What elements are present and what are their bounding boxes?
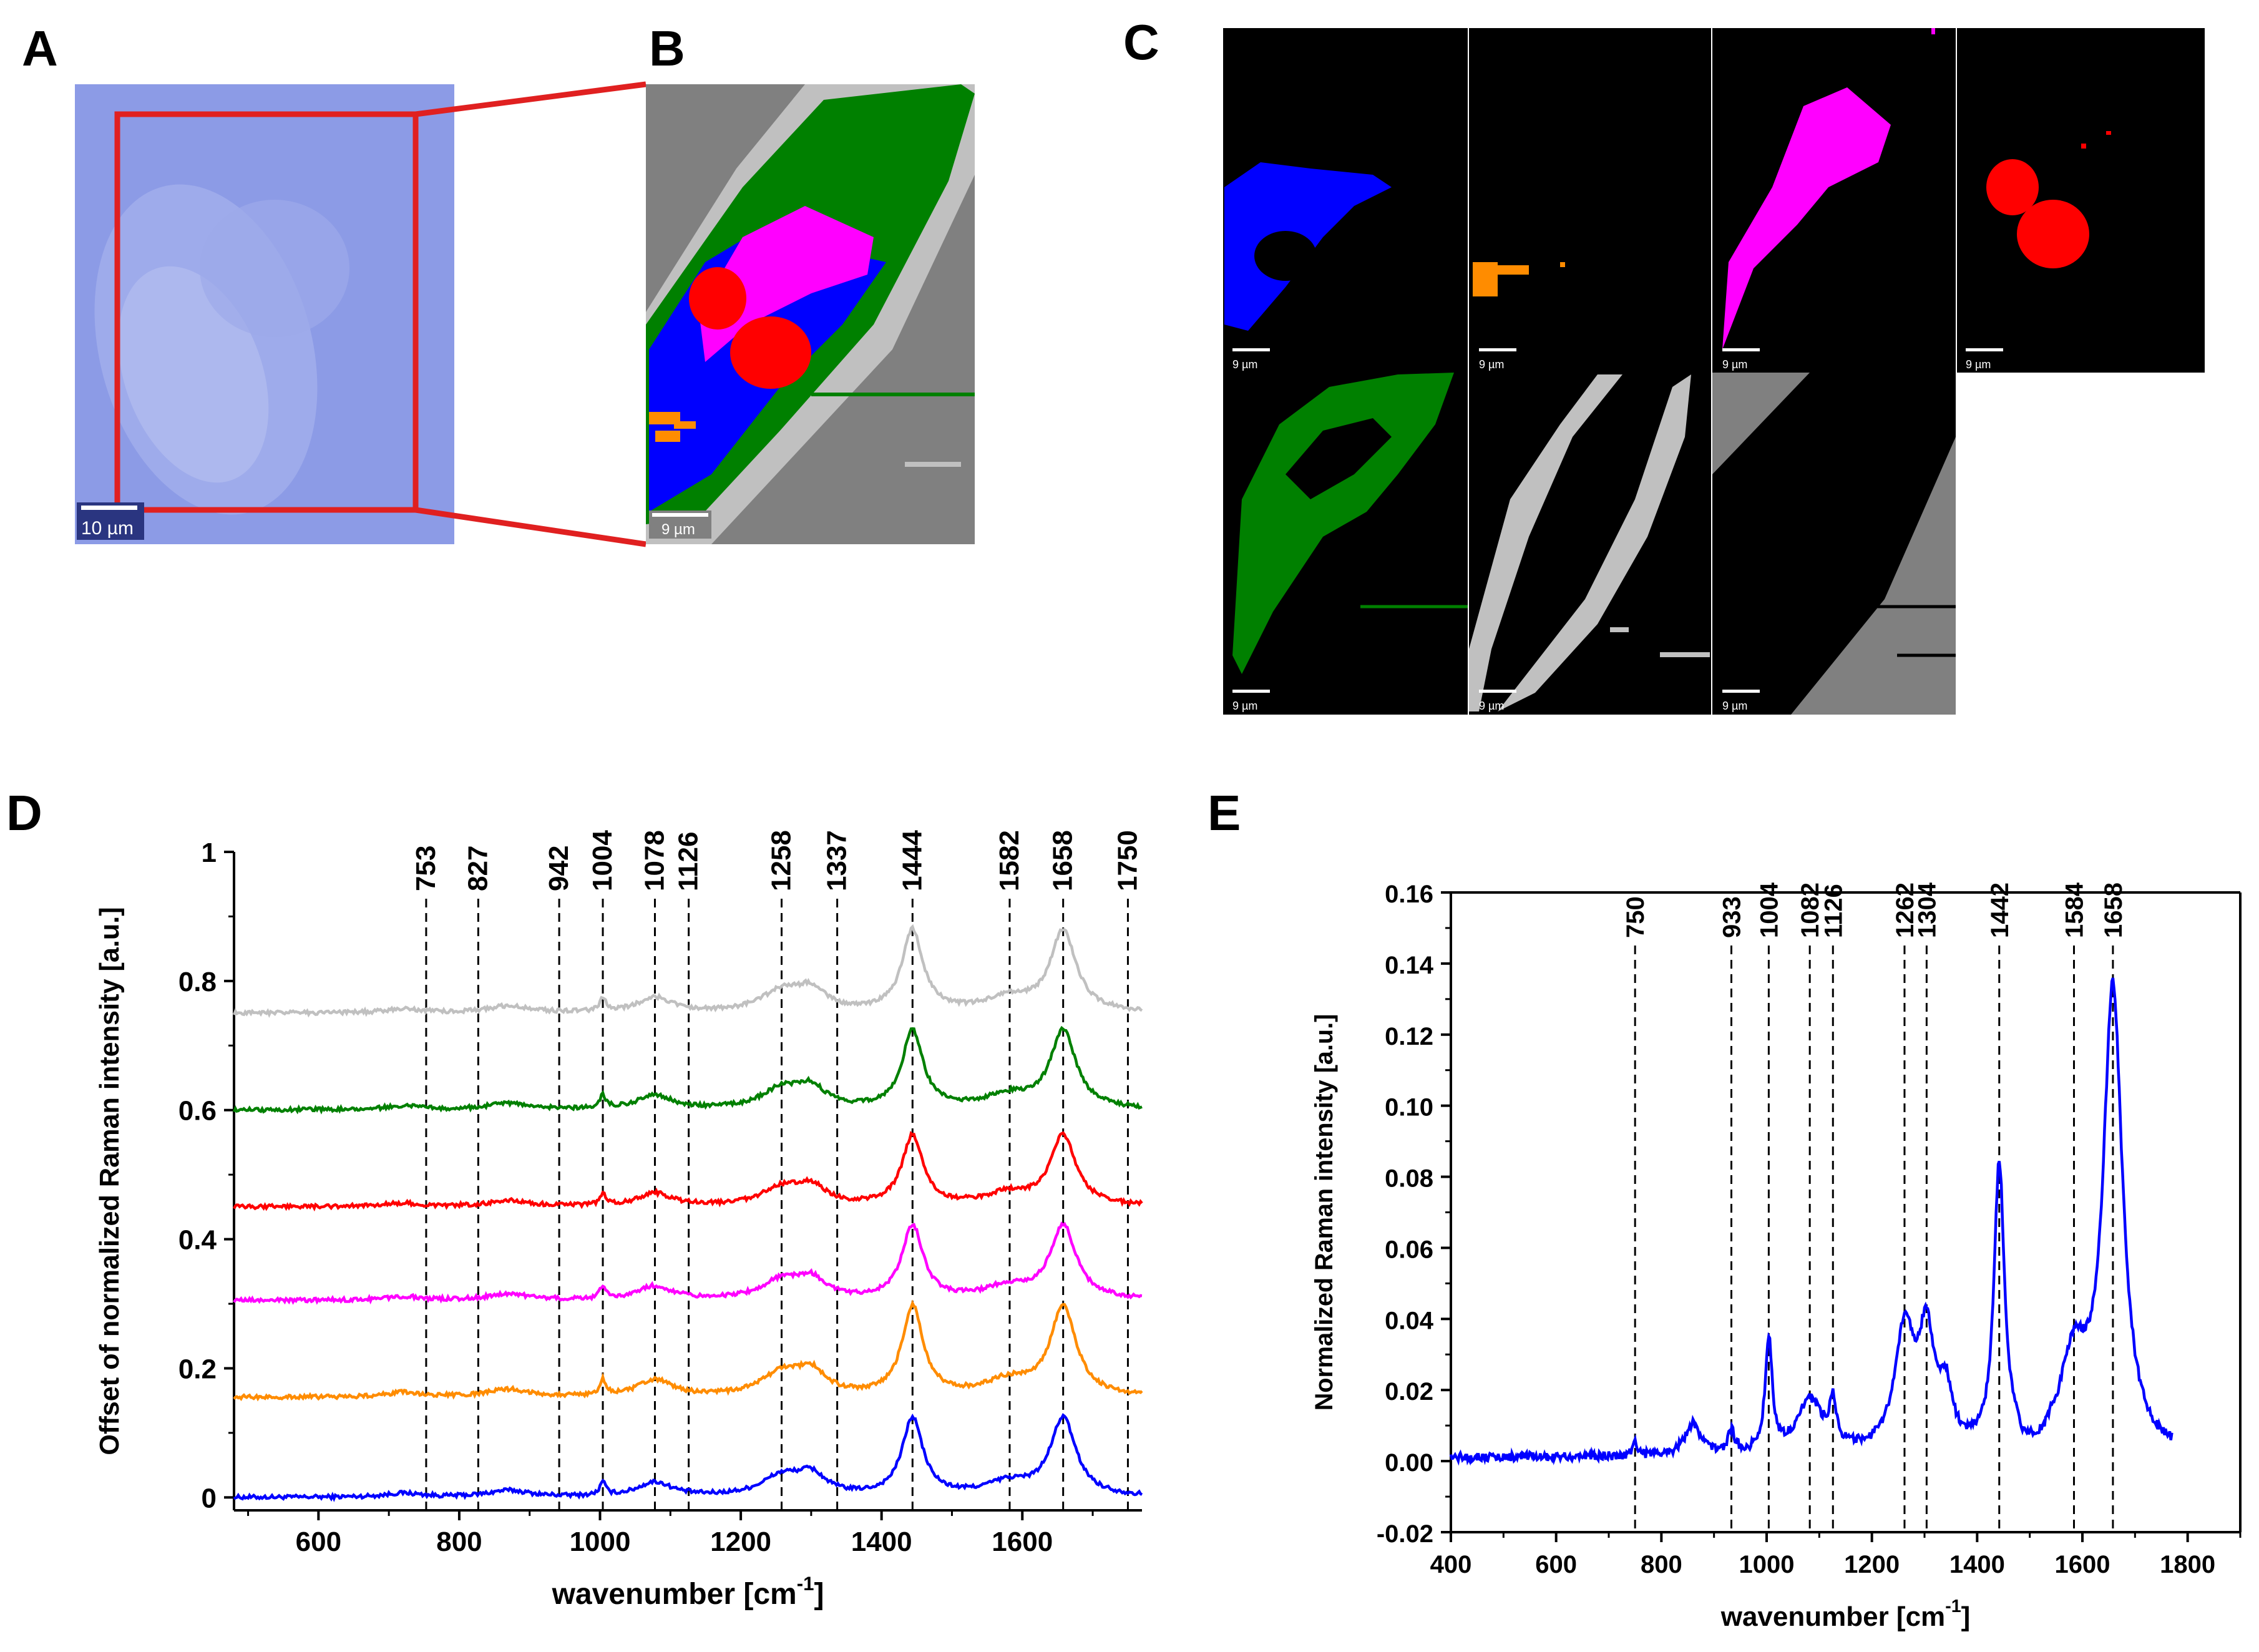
peak-label-1082: 1082 <box>1797 882 1824 938</box>
peak-label-1750: 1750 <box>1112 830 1143 891</box>
cluster-map-blue: 9 µm <box>1223 28 1468 373</box>
y-tick-label: 0.00 <box>1385 1449 1433 1477</box>
y-axis-title: Offset of normalized Raman intensity [a.… <box>95 907 125 1455</box>
x-axis-title: wavenumber [cm-1] <box>1720 1596 1971 1632</box>
chart-e: 400 600 800 1000 1200 1400 1600 1800 -0.02 0.00 0.… <box>1310 881 2242 1632</box>
peak-label-1337: 1337 <box>822 830 852 891</box>
y-tick-label: 0.04 <box>1385 1307 1434 1334</box>
cluster-map-orange: 9 µm <box>1469 28 1711 373</box>
peak-label-1658: 1658 <box>2100 882 2127 938</box>
panel-b-cluster-map: 9 µm <box>646 84 975 544</box>
y-tick-label: 0.08 <box>1385 1165 1433 1193</box>
peak-label-1304: 1304 <box>1913 882 1941 938</box>
x-tick-label: 400 <box>1430 1551 1472 1578</box>
series-red <box>233 1130 1143 1212</box>
series-magenta <box>233 1221 1143 1305</box>
peak-label-933: 933 <box>1718 896 1745 938</box>
y-tick-label: 0.16 <box>1385 881 1433 908</box>
panel-label-a: A <box>22 21 58 76</box>
series-green <box>232 1025 1143 1115</box>
x-tick-label: 1400 <box>851 1527 912 1557</box>
y-tick-label: 0.06 <box>1385 1236 1433 1263</box>
panel-label-d: D <box>6 785 42 841</box>
y-tick-label: 0 <box>202 1483 217 1513</box>
scalebar-c5-label: 9 µm <box>1232 700 1257 712</box>
zoom-line-bottom <box>415 507 646 547</box>
peak-label-1444: 1444 <box>897 830 927 891</box>
series-blue <box>233 1413 1143 1502</box>
scalebar-b-label: 9 µm <box>661 521 695 538</box>
chart-d: 600 800 1000 1200 1400 1600 0 0.2 0.4 0.6 0.8 1 wave… <box>95 830 1143 1611</box>
panel-label-b: B <box>649 21 685 76</box>
cluster-map-red: 9 µm <box>1957 28 2205 373</box>
peak-label-1658: 1658 <box>1048 830 1078 891</box>
x-tick-label: 1200 <box>710 1527 771 1557</box>
x-tick-label: 800 <box>436 1527 482 1557</box>
peak-label-1262: 1262 <box>1891 882 1919 938</box>
x-tick-label: 1600 <box>2055 1551 2110 1578</box>
peak-label-942: 942 <box>544 846 574 891</box>
y-tick-label: 0.10 <box>1385 1094 1433 1122</box>
cluster-map-lightgray: 9 µm <box>1469 373 1711 715</box>
x-tick-label: 600 <box>296 1527 341 1557</box>
scalebar-c7-label: 9 µm <box>1722 700 1747 712</box>
panel-label-c: C <box>1123 14 1159 70</box>
peak-label-1258: 1258 <box>766 830 797 891</box>
x-tick-label: 1000 <box>1739 1551 1795 1578</box>
x-tick-label: 1000 <box>570 1527 631 1557</box>
y-tick-label: 0.12 <box>1385 1023 1433 1050</box>
y-tick-label: 0.02 <box>1385 1378 1433 1405</box>
y-tick-label: 0.6 <box>178 1096 217 1127</box>
panel-label-e: E <box>1208 785 1241 841</box>
peak-label-1078: 1078 <box>639 830 670 891</box>
panel-c-cluster-maps: 9 µm 9 µm 9 µm 9 µm <box>1223 28 2205 715</box>
cluster-map-magenta: 9 µm <box>1712 28 1956 373</box>
y-axis-title: Normalized Raman intensity [a.u.] <box>1310 1014 1338 1411</box>
peak-label-1126: 1126 <box>673 832 704 891</box>
y-tick-label: 0.8 <box>178 967 217 997</box>
scalebar-c1-label: 9 µm <box>1232 358 1257 371</box>
peak-label-1126: 1126 <box>1820 884 1847 938</box>
x-tick-label: 1400 <box>1949 1551 2005 1578</box>
scalebar-c6-label: 9 µm <box>1479 700 1504 712</box>
y-tick-label: 0.2 <box>178 1354 217 1384</box>
peak-label-1582: 1582 <box>994 830 1025 891</box>
peak-label-1442: 1442 <box>1986 882 2014 938</box>
x-tick-label: 1600 <box>992 1527 1053 1557</box>
peak-label-827: 827 <box>462 846 493 891</box>
peak-label-1004: 1004 <box>1755 882 1783 938</box>
y-tick-label: 1 <box>202 838 217 868</box>
x-tick-label: 800 <box>1641 1551 1682 1578</box>
peak-label-1004: 1004 <box>587 830 618 891</box>
x-tick-label: 1800 <box>2160 1551 2215 1578</box>
zoom-line-top <box>415 81 646 117</box>
x-tick-label: 600 <box>1535 1551 1577 1578</box>
panel-a-photo: 10 µm <box>75 84 454 544</box>
scalebar-c2-label: 9 µm <box>1479 358 1504 371</box>
cluster-map-darkgray: 9 µm <box>1712 373 1956 715</box>
scalebar-c3-label: 9 µm <box>1722 358 1747 371</box>
roi-frame <box>114 111 419 513</box>
x-tick-label: 1200 <box>1844 1551 1900 1578</box>
y-tick-label: 0.4 <box>178 1225 217 1256</box>
peak-label-1584: 1584 <box>2061 882 2089 938</box>
series-orange <box>233 1299 1143 1402</box>
y-tick-label: -0.02 <box>1377 1520 1433 1548</box>
scalebar-c4-label: 9 µm <box>1966 358 1991 371</box>
peak-label-750: 750 <box>1622 896 1649 938</box>
x-axis-title: wavenumber [cm-1] <box>552 1573 824 1611</box>
y-tick-label: 0.14 <box>1385 952 1434 979</box>
series-average-spectrum <box>1449 977 2174 1466</box>
cluster-map-green: 9 µm <box>1223 373 1468 715</box>
peak-label-753: 753 <box>411 846 441 891</box>
scalebar-a-label: 10 µm <box>81 518 134 539</box>
series-lightgray <box>232 924 1143 1018</box>
